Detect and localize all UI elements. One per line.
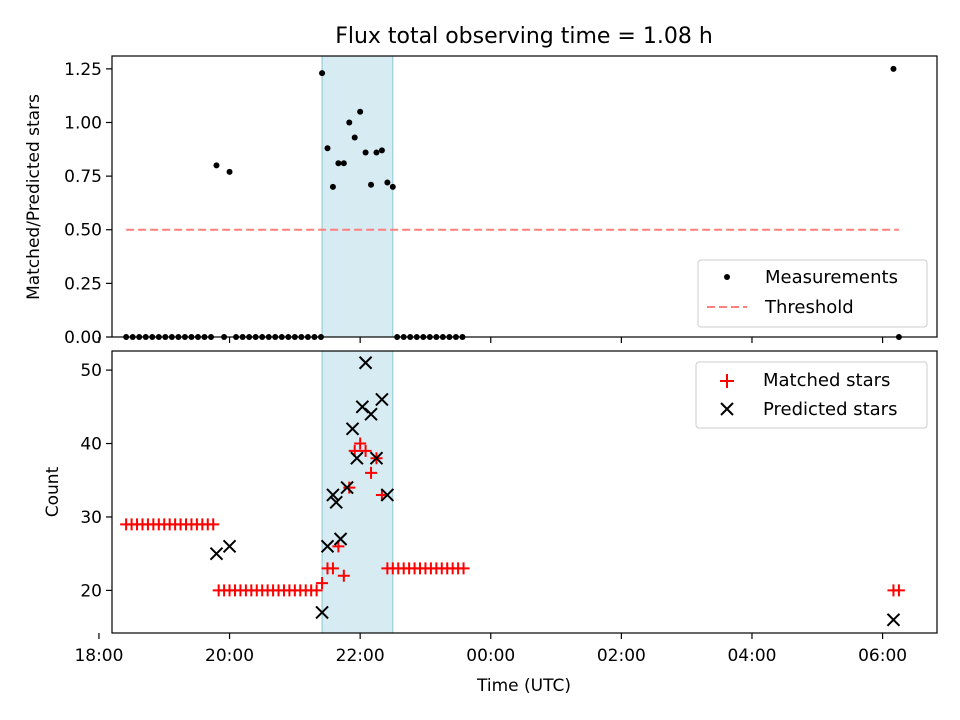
y-tick-label: 0.75 — [64, 167, 102, 187]
predicted-star-point — [350, 451, 364, 465]
predicted-star-point — [364, 407, 378, 421]
matched-star-point — [457, 562, 470, 575]
bottom-series-layer — [120, 356, 905, 627]
bottom-x-ticks: 18:00 20:00 22:00 00:00 02:00 04:00 06:00 — [74, 633, 907, 666]
legend-measurements-label: Measurements — [765, 267, 898, 288]
measurement-point — [324, 145, 331, 152]
matched-star-point — [354, 437, 367, 450]
matched-star-point — [207, 518, 220, 531]
y-tick-label: 1.00 — [64, 113, 102, 133]
predicted-star-point — [886, 613, 901, 627]
predicted-star-point — [340, 480, 354, 495]
measurement-point — [357, 108, 364, 115]
measurement-point — [368, 181, 375, 188]
measurement-point — [213, 162, 220, 169]
predicted-star-point — [329, 495, 343, 509]
measurement-point — [890, 65, 897, 72]
predicted-star-point — [369, 451, 384, 465]
y-tick-label: 0.25 — [64, 274, 102, 294]
measurement-point — [319, 70, 326, 77]
top-shaded-interval — [321, 55, 394, 338]
measurement-point — [351, 134, 358, 141]
predicted-star-point — [320, 539, 335, 554]
legend-measurements-marker — [724, 274, 730, 280]
y-tick-label: 0.50 — [64, 221, 102, 241]
measurement-point — [384, 179, 391, 186]
matched-star-point — [892, 584, 905, 597]
top-panel: 0.00 0.25 0.50 0.75 1.00 1.25 Flux total obse… — [24, 24, 938, 348]
predicted-star-point — [375, 392, 389, 407]
top-x-ticks — [98, 337, 884, 343]
x-tick-label: 04:00 — [727, 646, 776, 666]
top-title: Flux total observing time = 1.08 h — [335, 24, 713, 49]
bottom-axes-frame — [111, 350, 938, 634]
legend-predicted-label: Predicted stars — [763, 399, 897, 420]
predicted-star-point — [345, 422, 360, 436]
predicted-star-point — [209, 546, 224, 561]
measurement-point — [340, 160, 347, 167]
matched-star-point — [359, 444, 372, 457]
matched-star-point — [316, 577, 329, 590]
legend-matched-marker — [720, 374, 734, 388]
matched-star-point — [310, 584, 323, 597]
predicted-star-point — [380, 488, 395, 502]
bottom-y-ticks: 20 30 40 50 — [80, 361, 112, 601]
measurement-point — [335, 160, 342, 167]
matched-star-point — [326, 562, 339, 575]
top-y-axis-label: Matched/Predicted stars — [24, 94, 44, 300]
legend-matched-label: Matched stars — [763, 370, 890, 391]
matched-star-point — [365, 466, 378, 479]
bottom-legend-box — [695, 361, 928, 429]
bottom-legend: Matched stars Predicted stars — [695, 361, 928, 429]
top-y-ticks: 0.00 0.25 0.50 0.75 1.00 1.25 — [64, 60, 112, 348]
measurement-point — [373, 149, 380, 156]
top-legend: Measurements Threshold — [697, 259, 928, 328]
shaded-observing-window — [321, 55, 394, 338]
measurement-point — [226, 168, 233, 175]
x-tick-label: 06:00 — [858, 646, 907, 666]
predicted-star-point — [333, 532, 348, 546]
y-tick-label: 40 — [80, 435, 102, 455]
y-tick-label: 20 — [80, 581, 102, 601]
x-tick-label: 02:00 — [597, 646, 646, 666]
x-tick-label: 22:00 — [336, 646, 385, 666]
measurement-point — [346, 119, 353, 126]
legend-threshold-label: Threshold — [764, 297, 854, 318]
measurement-point — [329, 183, 336, 190]
measurement-point — [389, 183, 396, 190]
top-legend-box — [697, 259, 928, 328]
measurement-point — [362, 149, 369, 156]
x-tick-label: 18:00 — [74, 646, 123, 666]
predicted-star-point — [326, 488, 340, 502]
y-tick-label: 50 — [80, 361, 102, 381]
y-tick-label: 1.25 — [64, 60, 102, 80]
y-tick-label: 0.00 — [64, 328, 102, 348]
x-tick-label: 00:00 — [466, 646, 515, 666]
matched-star-point — [337, 569, 350, 582]
predicted-star-point — [315, 605, 329, 620]
matched-star-point — [343, 481, 356, 494]
bottom-y-axis-label: Count — [43, 466, 63, 517]
predicted-star-point — [222, 539, 237, 554]
x-tick-label: 20:00 — [205, 646, 254, 666]
x-axis-label: Time (UTC) — [476, 676, 571, 696]
measurement-point — [378, 147, 385, 154]
matched-star-point — [375, 488, 388, 501]
y-tick-label: 30 — [80, 508, 102, 528]
legend-predicted-marker — [720, 402, 734, 416]
predicted-star-point — [358, 356, 373, 370]
top-axes-frame — [111, 55, 938, 338]
bottom-panel: 20 30 40 50 18:00 20:00 22:00 00:00 02:00 04:00 0… — [43, 350, 938, 696]
